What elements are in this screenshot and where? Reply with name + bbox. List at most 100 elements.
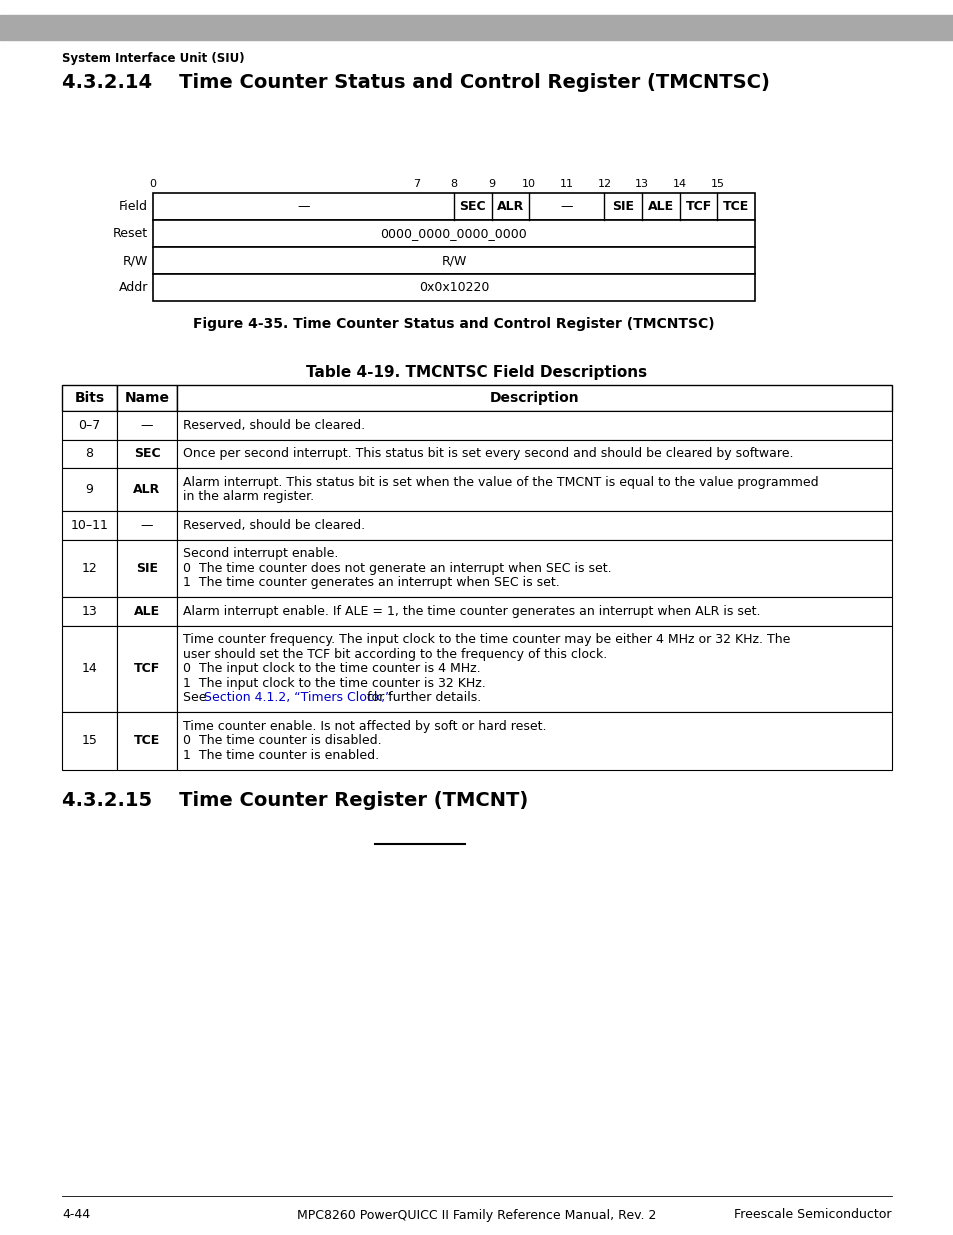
Bar: [177, 625, 891, 713]
Text: TCE: TCE: [133, 735, 160, 747]
Text: 7: 7: [413, 179, 419, 189]
Text: 0  The input clock to the time counter is 4 MHz.: 0 The input clock to the time counter is…: [183, 662, 480, 676]
Text: 4-44: 4-44: [62, 1209, 90, 1221]
Text: ALR: ALR: [497, 200, 523, 212]
Text: MPC8260 PowerQUICC II Family Reference Manual, Rev. 2: MPC8260 PowerQUICC II Family Reference M…: [297, 1209, 656, 1221]
Bar: [0, 15, 953, 40]
Bar: [62, 385, 117, 411]
Text: 8: 8: [450, 179, 457, 189]
Text: in the alarm register.: in the alarm register.: [183, 490, 314, 503]
Text: SIE: SIE: [612, 200, 634, 212]
Text: Second interrupt enable.: Second interrupt enable.: [183, 547, 338, 561]
Text: ALE: ALE: [647, 200, 673, 212]
Text: Name: Name: [125, 391, 170, 405]
Text: Alarm interrupt enable. If ALE = 1, the time counter generates an interrupt when: Alarm interrupt enable. If ALE = 1, the …: [183, 605, 760, 618]
Text: TCF: TCF: [133, 662, 160, 676]
Text: 1  The time counter generates an interrupt when SEC is set.: 1 The time counter generates an interrup…: [183, 577, 559, 589]
Text: See: See: [183, 692, 211, 704]
Bar: [62, 440, 117, 468]
Bar: [117, 625, 177, 713]
Text: 10–11: 10–11: [71, 519, 109, 532]
Bar: [152, 193, 754, 220]
Text: 14: 14: [82, 662, 97, 676]
Text: Once per second interrupt. This status bit is set every second and should be cle: Once per second interrupt. This status b…: [183, 447, 793, 461]
Text: —: —: [560, 200, 573, 212]
Text: 4.3.2.14    Time Counter Status and Control Register (TMCNTSC): 4.3.2.14 Time Counter Status and Control…: [62, 73, 769, 91]
Text: ALR: ALR: [133, 483, 160, 496]
Bar: [177, 411, 891, 440]
Bar: [177, 597, 891, 625]
Bar: [117, 540, 177, 597]
Text: 12: 12: [597, 179, 611, 189]
Text: 1  The time counter is enabled.: 1 The time counter is enabled.: [183, 748, 378, 762]
Text: 0  The time counter does not generate an interrupt when SEC is set.: 0 The time counter does not generate an …: [183, 562, 611, 574]
Bar: [62, 468, 117, 511]
Text: 12: 12: [82, 562, 97, 574]
Text: user should set the TCF bit according to the frequency of this clock.: user should set the TCF bit according to…: [183, 647, 607, 661]
Bar: [152, 220, 754, 247]
Text: 0x0x10220: 0x0x10220: [418, 282, 489, 294]
Text: 10: 10: [521, 179, 536, 189]
Text: 14: 14: [672, 179, 686, 189]
Text: —: —: [141, 519, 153, 532]
Text: Bits: Bits: [74, 391, 105, 405]
Text: R/W: R/W: [123, 254, 148, 267]
Text: Addr: Addr: [118, 282, 148, 294]
Bar: [62, 511, 117, 540]
Bar: [62, 597, 117, 625]
Text: Table 4-19. TMCNTSC Field Descriptions: Table 4-19. TMCNTSC Field Descriptions: [306, 366, 647, 380]
Bar: [117, 468, 177, 511]
Bar: [117, 511, 177, 540]
Text: 13: 13: [82, 605, 97, 618]
Text: 0000_0000_0000_0000: 0000_0000_0000_0000: [380, 227, 527, 240]
Text: Freescale Semiconductor: Freescale Semiconductor: [734, 1209, 891, 1221]
Text: Time counter frequency. The input clock to the time counter may be either 4 MHz : Time counter frequency. The input clock …: [183, 634, 789, 646]
Text: SEC: SEC: [459, 200, 486, 212]
Bar: [62, 625, 117, 713]
Bar: [177, 385, 891, 411]
Text: Field: Field: [119, 200, 148, 212]
Text: 4.3.2.15    Time Counter Register (TMCNT): 4.3.2.15 Time Counter Register (TMCNT): [62, 792, 528, 810]
Text: SIE: SIE: [136, 562, 158, 574]
Text: 15: 15: [81, 735, 97, 747]
Text: Figure 4-35. Time Counter Status and Control Register (TMCNTSC): Figure 4-35. Time Counter Status and Con…: [193, 317, 714, 331]
Bar: [62, 713, 117, 769]
Text: 15: 15: [710, 179, 723, 189]
Text: 11: 11: [559, 179, 574, 189]
Text: —: —: [297, 200, 310, 212]
Text: 9: 9: [86, 483, 93, 496]
Bar: [152, 247, 754, 274]
Bar: [177, 540, 891, 597]
Bar: [117, 440, 177, 468]
Text: 0  The time counter is disabled.: 0 The time counter is disabled.: [183, 735, 381, 747]
Text: Alarm interrupt. This status bit is set when the value of the TMCNT is equal to : Alarm interrupt. This status bit is set …: [183, 475, 818, 489]
Text: Reserved, should be cleared.: Reserved, should be cleared.: [183, 419, 365, 432]
Text: 8: 8: [86, 447, 93, 461]
Text: —: —: [141, 419, 153, 432]
Text: TCF: TCF: [684, 200, 711, 212]
Bar: [117, 385, 177, 411]
Text: Section 4.1.2, “Timers Clock,”: Section 4.1.2, “Timers Clock,”: [204, 692, 392, 704]
Text: 1  The input clock to the time counter is 32 KHz.: 1 The input clock to the time counter is…: [183, 677, 485, 690]
Bar: [117, 713, 177, 769]
Bar: [62, 411, 117, 440]
Bar: [177, 511, 891, 540]
Text: System Interface Unit (SIU): System Interface Unit (SIU): [62, 52, 244, 65]
Bar: [177, 713, 891, 769]
Bar: [117, 411, 177, 440]
Text: Description: Description: [489, 391, 578, 405]
Text: ALE: ALE: [133, 605, 160, 618]
Bar: [177, 440, 891, 468]
Text: Reserved, should be cleared.: Reserved, should be cleared.: [183, 519, 365, 532]
Bar: [117, 597, 177, 625]
Bar: [62, 540, 117, 597]
Bar: [152, 274, 754, 301]
Text: 13: 13: [635, 179, 648, 189]
Text: R/W: R/W: [441, 254, 466, 267]
Text: 0–7: 0–7: [78, 419, 100, 432]
Text: Time counter enable. Is not affected by soft or hard reset.: Time counter enable. Is not affected by …: [183, 720, 546, 732]
Text: SEC: SEC: [133, 447, 160, 461]
Text: for further details.: for further details.: [363, 692, 481, 704]
Text: Reset: Reset: [112, 227, 148, 240]
Bar: [177, 468, 891, 511]
